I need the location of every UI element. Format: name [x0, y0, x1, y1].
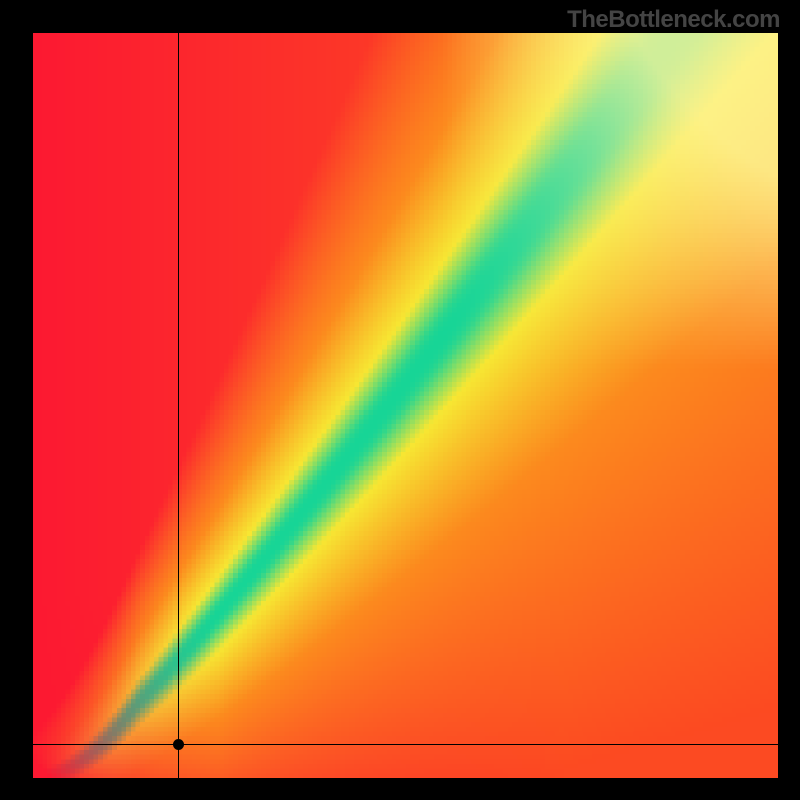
figure-root: TheBottleneck.com — [0, 0, 800, 800]
crosshair-horizontal — [33, 744, 778, 745]
heatmap-canvas — [33, 33, 778, 778]
crosshair-marker — [173, 739, 184, 750]
crosshair-vertical — [178, 33, 179, 778]
watermark-text: TheBottleneck.com — [567, 6, 780, 34]
